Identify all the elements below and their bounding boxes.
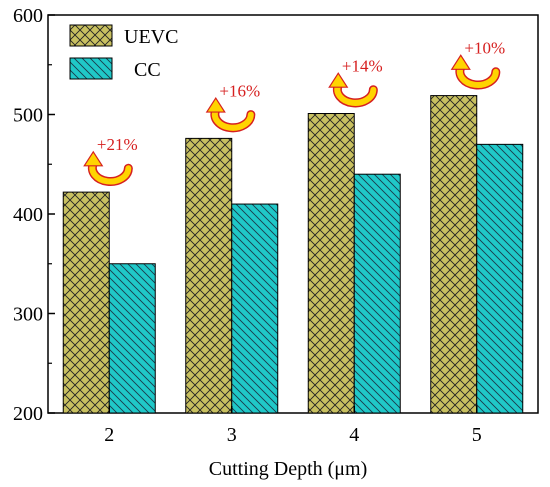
x-axis: 2 3 4 5 — [104, 406, 482, 446]
annotation-arrow — [456, 64, 499, 88]
legend-swatch-uevc — [69, 24, 113, 47]
bar-uevc-4 — [307, 113, 355, 414]
bar-cc-2 — [108, 263, 156, 414]
annotation-arrow — [89, 160, 132, 185]
y-tick-label: 300 — [13, 304, 43, 326]
annotation-arrowhead — [450, 54, 471, 70]
bars-group — [62, 95, 524, 414]
annotation-arrowhead — [205, 96, 226, 113]
annotation-arrowhead — [83, 150, 104, 167]
annotation-label: +21% — [97, 135, 138, 154]
annotation-label: +10% — [464, 39, 505, 58]
x-tick-label: 4 — [349, 424, 359, 446]
y-tick-label: 500 — [13, 105, 43, 127]
x-axis-title: Cutting Depth (μm) — [209, 458, 368, 480]
legend-label-cc: CC — [134, 59, 161, 81]
y-tick-label: 400 — [13, 204, 43, 226]
annotation-label: +14% — [342, 57, 383, 76]
x-tick-label: 3 — [227, 424, 237, 446]
annotations-group: +21% +16% +14% +10% — [83, 39, 505, 187]
annotation-arrowhead — [328, 72, 349, 88]
legend-label-uevc: UEVC — [124, 26, 178, 48]
bar-cc-5 — [476, 143, 524, 414]
x-tick-label: 5 — [472, 424, 482, 446]
bar-cc-4 — [353, 173, 401, 414]
x-tick-label: 2 — [104, 424, 114, 446]
y-tick-label: 200 — [13, 403, 43, 425]
legend-swatch-cc — [69, 57, 113, 80]
bar-cc-3 — [231, 203, 279, 414]
y-tick-label: 600 — [13, 5, 43, 27]
bar-uevc-5 — [430, 95, 478, 414]
bar-uevc-2 — [62, 191, 110, 414]
legend: UEVC CC — [69, 24, 178, 81]
annotation-arrow — [211, 107, 254, 131]
bar-uevc-3 — [185, 137, 233, 414]
annotation-arrow — [334, 82, 377, 106]
annotation-label: +16% — [219, 81, 260, 100]
y-axis: 200 300 400 500 600 — [13, 5, 55, 425]
